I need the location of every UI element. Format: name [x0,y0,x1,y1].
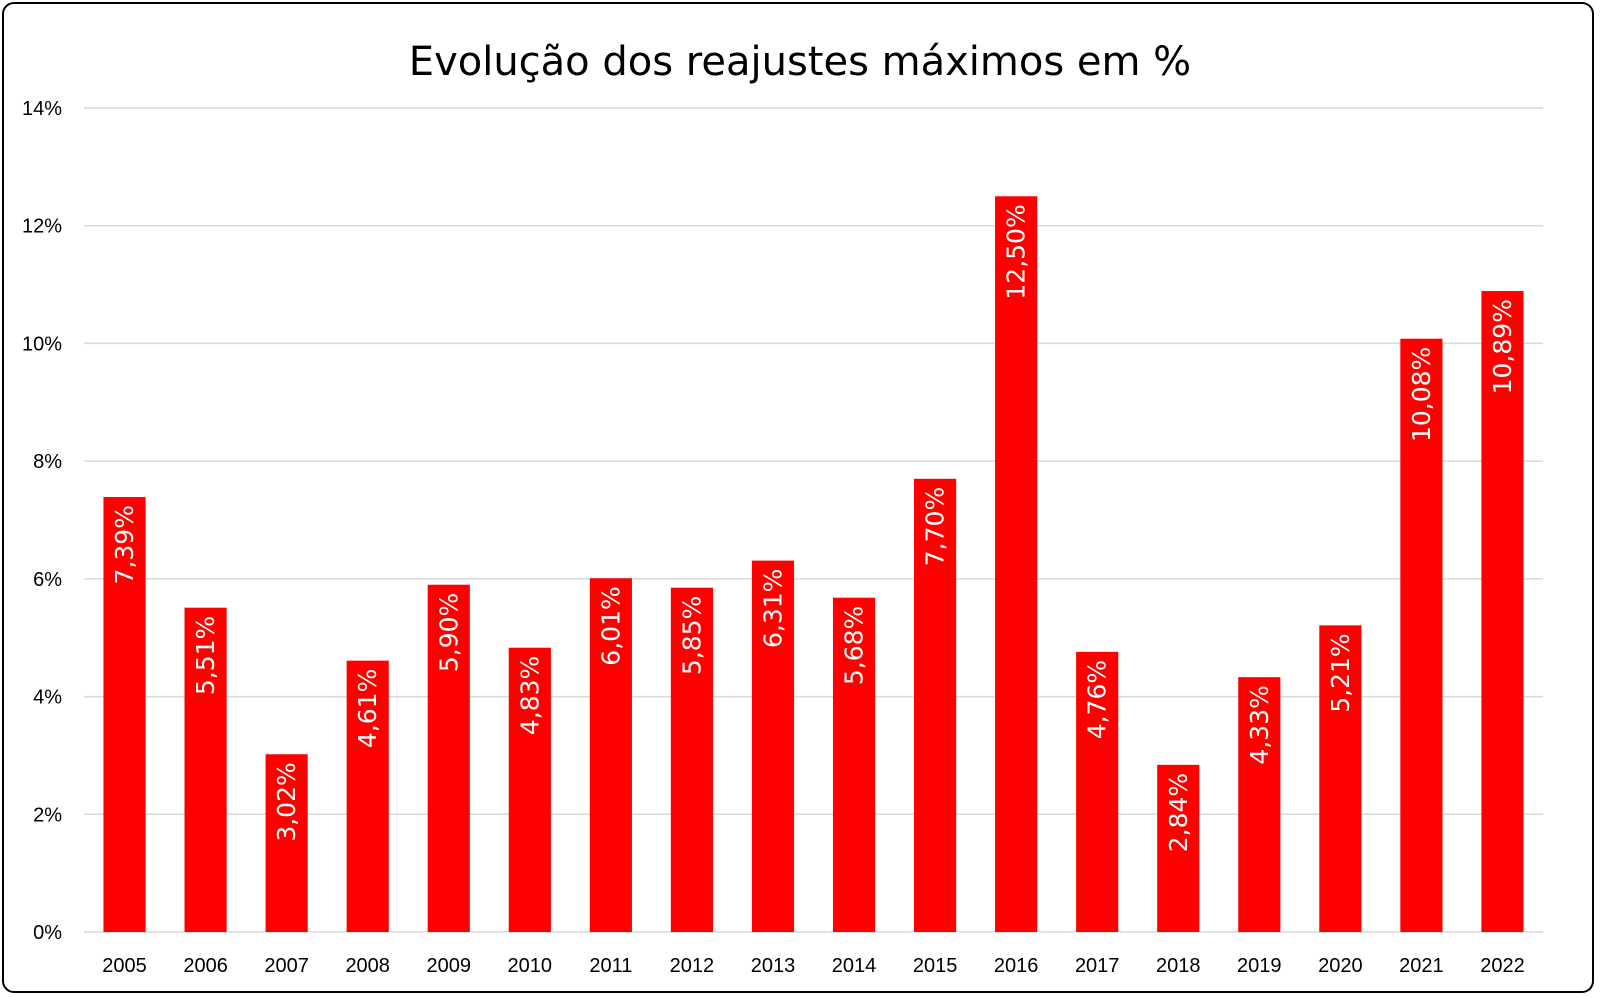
x-tick-label: 2018 [1156,955,1201,977]
data-label: 2,84% [1164,773,1193,852]
x-tick-label: 2020 [1318,955,1363,977]
data-label: 10,08% [1407,347,1436,442]
data-label: 7,70% [921,487,950,566]
bar [103,497,146,932]
bar [184,607,227,932]
data-label: 5,90% [434,593,463,672]
x-tick-label: 2016 [994,955,1039,977]
data-label: 5,21% [1326,633,1355,712]
x-tick-label: 2013 [751,955,796,977]
bar [1076,651,1119,932]
bar [589,578,632,932]
data-label: 4,76% [1083,660,1112,739]
bar [1319,625,1362,932]
bar [346,660,389,932]
y-tick-label: 4% [33,687,62,709]
bar [427,584,470,932]
x-tick-label: 2022 [1480,955,1525,977]
y-tick-label: 14% [22,98,62,120]
x-tick-label: 2014 [832,955,877,977]
x-tick-label: 2005 [102,955,147,977]
x-tick-label: 2009 [427,955,472,977]
chart-title: Evolução dos reajustes máximos em % [408,39,1192,85]
data-label: 10,89% [1488,299,1517,394]
bar [1238,677,1281,932]
data-label: 4,83% [515,656,544,735]
bar [670,587,713,932]
y-tick-label: 12% [22,216,62,238]
bar [751,560,795,932]
x-tick-label: 2021 [1399,955,1444,977]
y-tick-label: 0% [33,922,62,944]
y-tick-label: 10% [22,333,62,355]
data-label: 4,33% [1245,685,1274,764]
x-tick-label: 2012 [670,955,715,977]
data-label: 5,68% [840,606,869,685]
x-tick-label: 2015 [913,955,958,977]
x-tick-label: 2019 [1237,955,1282,977]
bar [508,647,551,932]
data-label: 6,01% [596,586,625,665]
bar [1400,338,1443,933]
data-label: 5,85% [677,596,706,675]
y-tick-label: 6% [33,569,62,591]
data-label: 7,39% [110,505,139,584]
bar [832,597,876,932]
x-tick-label: 2008 [345,955,390,977]
y-tick-label: 2% [33,804,62,826]
bar [1481,291,1524,932]
x-tick-label: 2017 [1075,955,1120,977]
data-label: 3,02% [272,762,301,841]
y-tick-label: 8% [33,451,62,473]
x-tick-label: 2011 [589,955,632,977]
data-label: 4,61% [353,669,382,748]
bar [1157,764,1200,932]
data-label: 12,50% [1002,204,1031,299]
x-tick-label: 2006 [183,955,228,977]
bar [995,196,1038,933]
data-label: 6,31% [758,569,787,648]
x-tick-label: 2010 [508,955,553,977]
bar [914,478,957,932]
data-label: 5,51% [191,616,220,695]
x-tick-label: 2007 [264,955,309,977]
bar [265,754,308,932]
